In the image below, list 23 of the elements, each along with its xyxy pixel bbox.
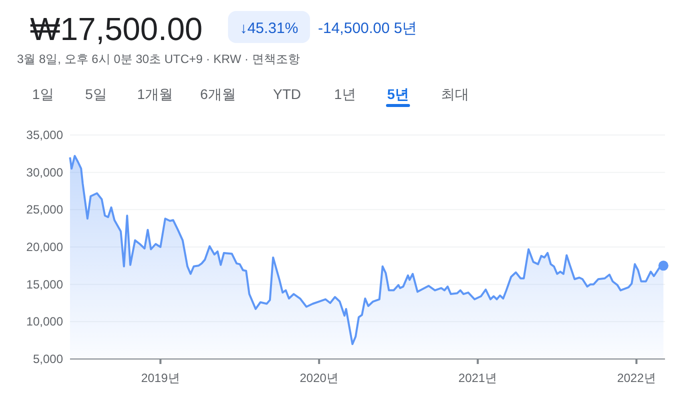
y-tick-label: 30,000 [26,165,64,180]
text: YTD [273,86,301,102]
y-tick-label: 5,000 [32,352,64,366]
y-tick-label: 35,000 [26,128,64,142]
y-tick-label: 15,000 [26,277,64,292]
chart-title: ₩17,500.00 [30,11,203,47]
text: 1년 [334,86,356,102]
x-tick-label: 2022년 [617,371,656,385]
text: ↓45.31% [240,20,298,37]
x-tick-label: 2019년 [141,371,180,385]
text: 5일 [85,86,107,102]
y-tick-label: 10,000 [26,314,64,329]
text: -14,500.00 5년 [318,20,418,37]
text: 1개월 [137,86,173,102]
text: 최대 [441,86,469,102]
x-tick-label: 2021년 [458,371,498,385]
y-tick-label: 20,000 [26,240,64,254]
text: 1일 [32,86,54,102]
y-tick-label: 25,000 [26,202,64,217]
x-tick-label: 2020년 [300,371,338,385]
text: 6개월 [200,86,236,102]
text: 5년 [387,86,409,102]
chart-subtitle: 3월 8일, 오후 6시 0분 30초 UTC+9 · KRW · 면책조항 [17,52,300,66]
